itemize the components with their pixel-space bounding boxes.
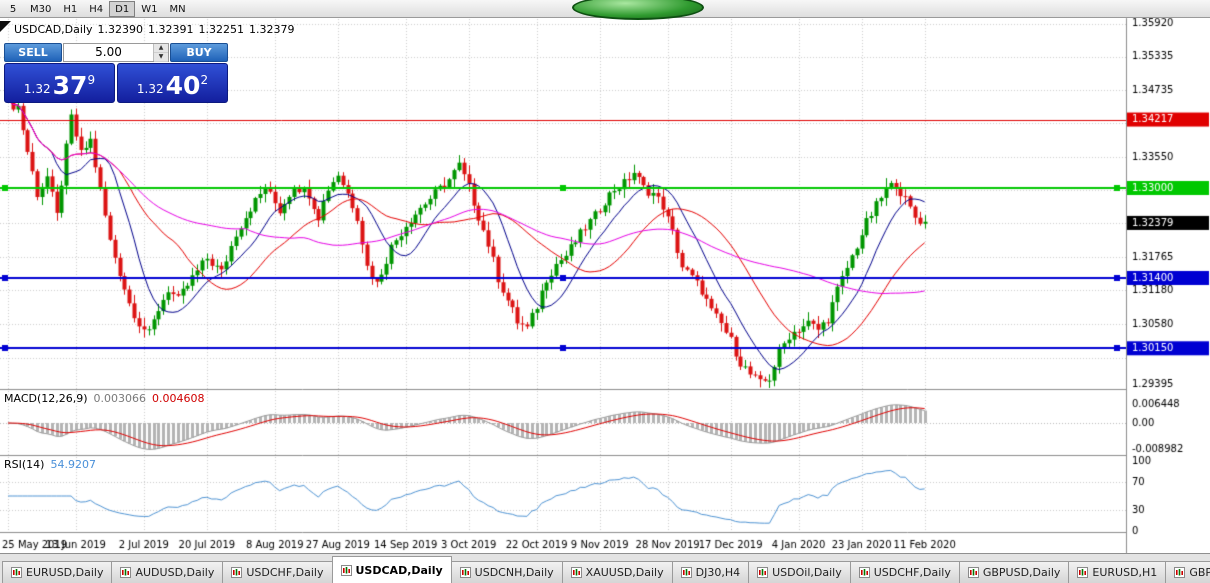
buy-button[interactable]: BUY xyxy=(170,43,228,62)
symbol-tab-label: USDCHF,Daily xyxy=(873,566,951,579)
symbol-tab-label: AUDUSD,Daily xyxy=(135,566,215,579)
high-value: 1.32391 xyxy=(148,23,194,36)
symbol-tab-label: EURUSD,Daily xyxy=(26,566,104,579)
timeframe-button-w1[interactable]: W1 xyxy=(141,3,158,15)
symbol-tab-label: DJ30,H4 xyxy=(695,566,741,579)
chart-icon xyxy=(570,567,582,578)
one-click-trading-widget: SELL 5.00 ▲ ▼ BUY 1.32 37 9 1.32 40 2 xyxy=(4,43,228,103)
chart-icon xyxy=(459,567,471,578)
macd-signal-value: 0.004608 xyxy=(152,392,205,405)
symbol-tab-label: GBPAUD,H1 xyxy=(1189,566,1210,579)
symbol-tab-usdchf-daily[interactable]: USDCHF,Daily xyxy=(849,561,960,583)
timeframe-button-h4[interactable]: H4 xyxy=(89,3,104,15)
volume-field[interactable]: 5.00 ▲ ▼ xyxy=(63,43,169,62)
symbol-period-label: USDCAD,Daily xyxy=(14,23,93,36)
open-value: 1.32390 xyxy=(97,23,144,36)
timeframe-button-m30[interactable]: M30 xyxy=(30,3,52,15)
symbol-tab-usdcnh-daily[interactable]: USDCNH,Daily xyxy=(450,561,563,583)
symbol-tab-dj30-h4[interactable]: DJ30,H4 xyxy=(671,561,750,583)
sell-price-sup: 9 xyxy=(87,73,96,87)
chart-icon xyxy=(340,564,352,576)
sell-button[interactable]: SELL xyxy=(4,43,62,62)
symbol-tab-eurusd-daily[interactable]: EURUSD,Daily xyxy=(2,561,113,583)
volume-up-button[interactable]: ▲ xyxy=(154,44,168,53)
low-value: 1.32251 xyxy=(198,23,245,36)
volume-input[interactable]: 5.00 xyxy=(95,45,122,59)
chart-icon xyxy=(680,567,692,578)
sell-price-main: 37 xyxy=(52,71,88,100)
timeframe-button-mn[interactable]: MN xyxy=(169,3,186,15)
macd-main-value: 0.003066 xyxy=(93,392,147,405)
chart-icon xyxy=(231,567,243,578)
chart-header: USDCAD,Daily 1.32390 1.32391 1.32251 1.32379 xyxy=(14,23,300,36)
macd-label: MACD(12,26,9) 0.003066 0.004608 xyxy=(4,392,211,405)
symbol-tab-usdcad-daily[interactable]: USDCAD,Daily xyxy=(331,556,452,583)
timeframe-button-d1[interactable]: D1 xyxy=(109,0,136,17)
symbol-tab-label: USDCAD,Daily xyxy=(355,563,443,577)
rsi-label: RSI(14) 54.9207 xyxy=(4,458,102,471)
close-value: 1.32379 xyxy=(249,23,295,36)
symbol-tab-gbpaud-h1[interactable]: GBPAUD,H1 xyxy=(1165,561,1210,583)
symbol-tab-label: USDOil,Daily xyxy=(772,566,842,579)
buy-price-panel[interactable]: 1.32 40 2 xyxy=(117,63,228,103)
symbol-tab-xauusd-daily[interactable]: XAUUSD,Daily xyxy=(561,561,673,583)
symbol-tab-label: GBPUSD,Daily xyxy=(982,566,1061,579)
buy-price-main: 40 xyxy=(165,71,201,100)
timeframe-button-h1[interactable]: H1 xyxy=(63,3,78,15)
symbol-tab-gbpusd-daily[interactable]: GBPUSD,Daily xyxy=(958,561,1070,583)
symbol-tab-eurusd-h1[interactable]: EURUSD,H1 xyxy=(1068,561,1167,583)
chart-icon xyxy=(757,567,769,578)
chart-icon xyxy=(11,567,22,578)
symbol-tabbar: EURUSD,Daily AUDUSD,Daily USDCHF,Daily USDC… xyxy=(0,553,1210,583)
chart-icon xyxy=(1077,567,1089,578)
symbol-tab-usdchf-daily[interactable]: USDCHF,Daily xyxy=(222,561,333,583)
symbol-tab-usdoil-daily[interactable]: USDOil,Daily xyxy=(748,561,851,583)
macd-name: MACD(12,26,9) xyxy=(4,392,88,405)
chart-icon xyxy=(967,567,979,578)
symbol-tab-audusd-daily[interactable]: AUDUSD,Daily xyxy=(111,561,224,583)
symbol-tab-label: XAUUSD,Daily xyxy=(585,566,664,579)
sell-price-panel[interactable]: 1.32 37 9 xyxy=(4,63,115,103)
sell-price-prefix: 1.32 xyxy=(23,82,51,96)
symbol-tab-label: USDCHF,Daily xyxy=(246,566,324,579)
oneclick-toggle-triangle[interactable] xyxy=(0,21,11,32)
rsi-name: RSI(14) xyxy=(4,458,45,471)
rsi-value: 54.9207 xyxy=(50,458,96,471)
symbol-tab-label: USDCNH,Daily xyxy=(474,566,554,579)
chart-icon xyxy=(858,567,870,578)
buy-price-prefix: 1.32 xyxy=(136,82,164,96)
symbol-tab-label: EURUSD,H1 xyxy=(1092,566,1158,579)
volume-down-button[interactable]: ▼ xyxy=(154,53,168,62)
chart-icon xyxy=(1174,567,1186,578)
timeframe-button-5[interactable]: 5 xyxy=(9,3,17,15)
buy-price-sup: 2 xyxy=(200,73,209,87)
chart-icon xyxy=(120,567,132,578)
